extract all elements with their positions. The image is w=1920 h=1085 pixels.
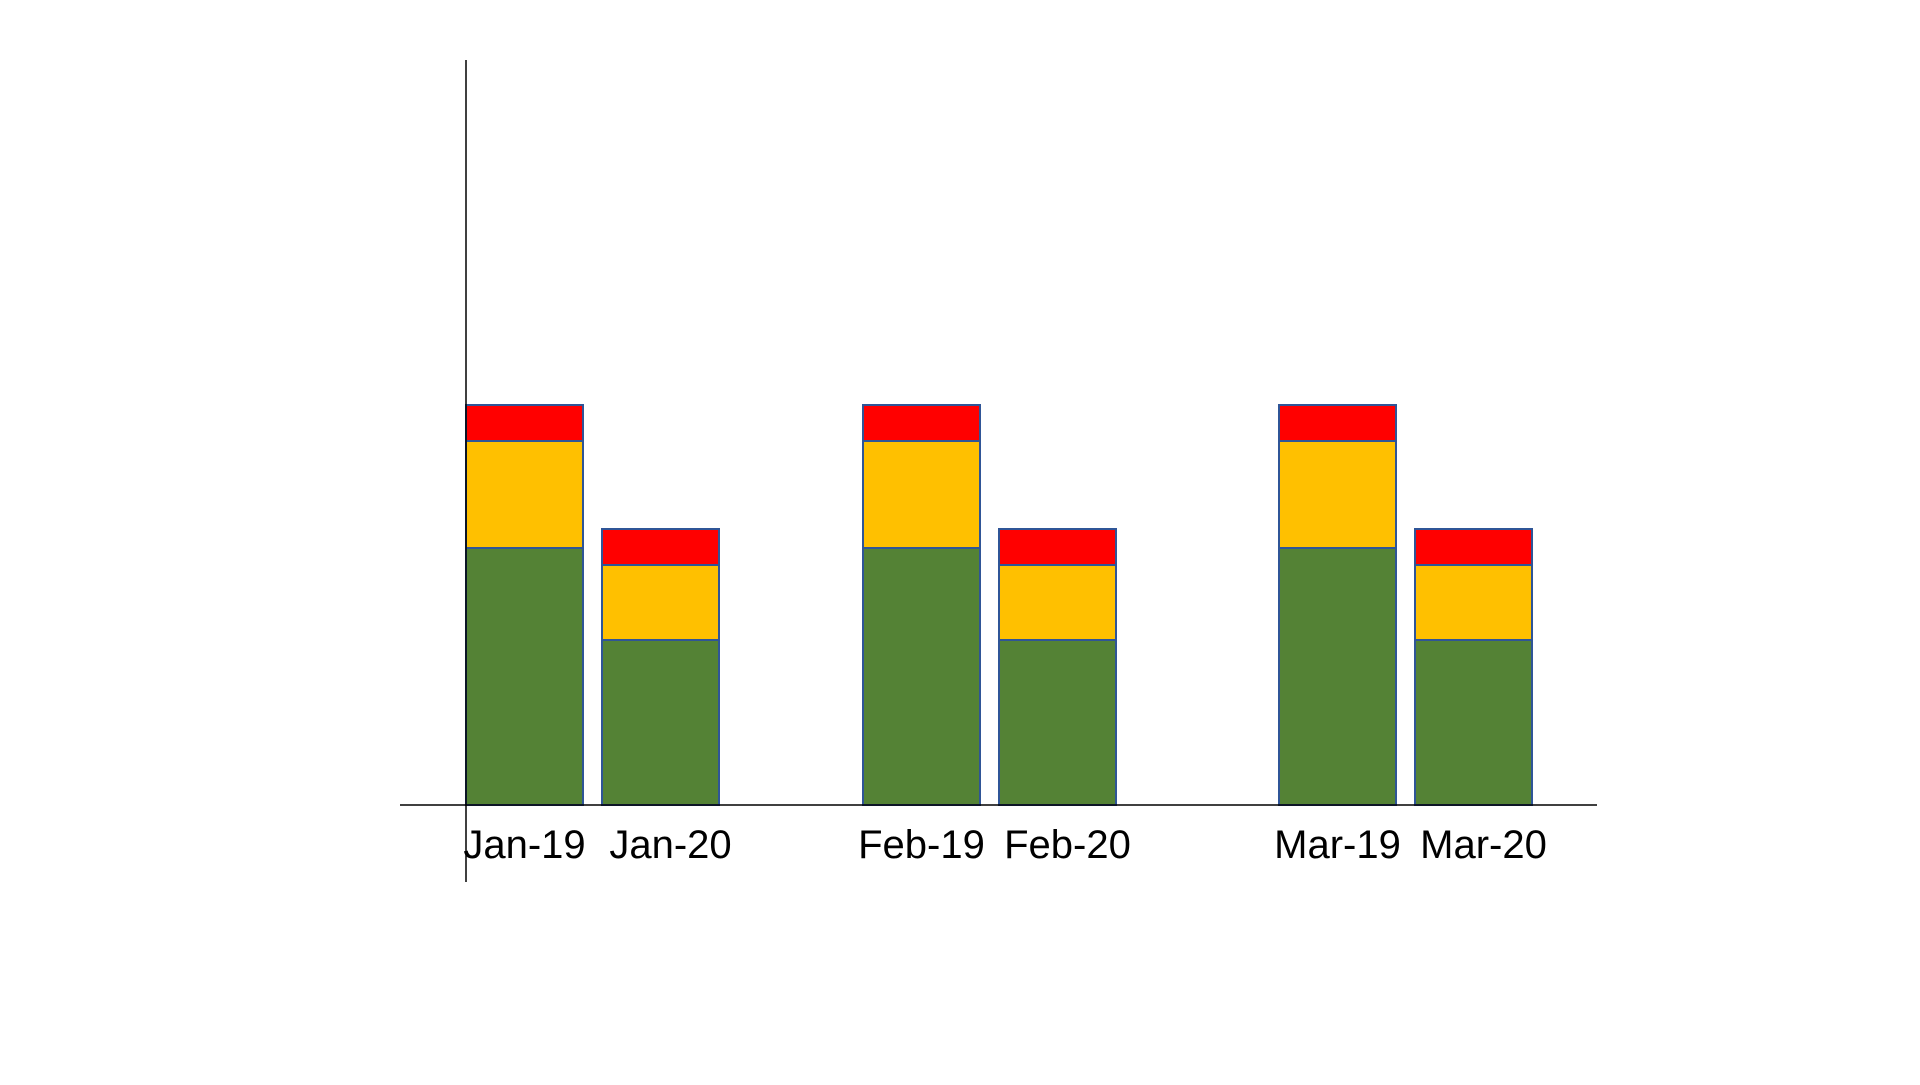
x-tick-label-jan-19: Jan-19 [463,823,585,867]
bar-segment-mar-19-series-3 [1278,404,1397,442]
x-tick-label-feb-19: Feb-19 [858,823,985,867]
bar-segment-mar-20-series-1 [1414,639,1533,806]
bars-layer [465,404,1533,806]
bar-segment-mar-20-series-2 [1414,564,1533,641]
x-tick-label-feb-20: Feb-20 [1004,823,1131,867]
bar-segment-jan-19-series-1 [465,547,584,806]
x-tick-label-mar-20: Mar-20 [1420,823,1547,867]
bar-segment-feb-20-series-1 [998,639,1117,806]
bar-segment-feb-19-series-1 [862,547,981,806]
x-tick-labels: Jan-19 Jan-20 Feb-19 Feb-20 Mar-19 Mar-20 [463,823,1547,867]
bar-segment-feb-20-series-3 [998,528,1117,566]
bar-segment-jan-19-series-3 [465,404,584,442]
bar-segment-jan-20-series-2 [601,564,720,641]
bar-segment-feb-19-series-2 [862,440,981,549]
bar-segment-jan-20-series-1 [601,639,720,806]
x-tick-label-mar-19: Mar-19 [1274,823,1401,867]
bar-segment-feb-19-series-3 [862,404,981,442]
bar-segment-mar-20-series-3 [1414,528,1533,566]
bar-segment-jan-19-series-2 [465,440,584,549]
bar-segment-feb-20-series-2 [998,564,1117,641]
bar-segment-mar-19-series-1 [1278,547,1397,806]
bar-segment-mar-19-series-2 [1278,440,1397,549]
x-tick-label-jan-20: Jan-20 [609,823,731,867]
bar-segment-jan-20-series-3 [601,528,720,566]
